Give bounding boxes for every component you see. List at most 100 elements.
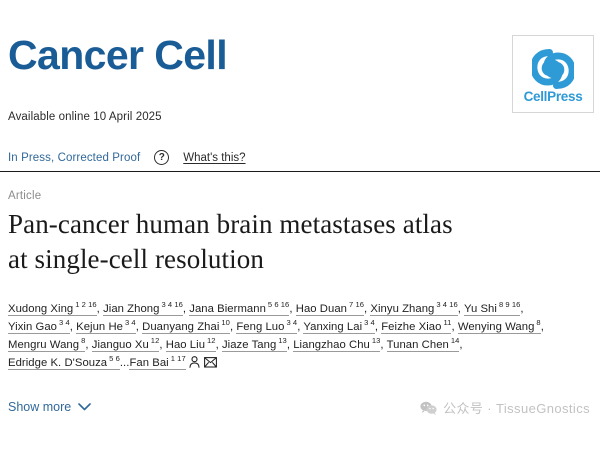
- author-separator: ,: [380, 339, 387, 351]
- available-online-date: Available online 10 April 2025: [8, 111, 162, 123]
- author-separator: ,: [520, 303, 524, 315]
- author-affiliation-refs: 11: [443, 318, 452, 328]
- cellpress-wordmark: CellPress: [523, 88, 583, 104]
- author-separator: ,: [182, 303, 190, 315]
- author-affiliation-refs: 10: [221, 318, 230, 328]
- author-link[interactable]: Duanyang Zhai 10: [142, 318, 230, 334]
- author-link[interactable]: Hao Liu 12: [165, 336, 216, 352]
- whats-this-link[interactable]: What's this?: [183, 151, 246, 164]
- author-name: Liangzhao Chu: [293, 339, 370, 351]
- author-affiliation-refs: 14: [450, 336, 460, 346]
- cellpress-logo[interactable]: CellPress: [512, 35, 594, 113]
- author-link[interactable]: Jiaze Tang 13: [221, 336, 287, 352]
- publication-status-row: In Press, Corrected Proof ? What's this?: [8, 150, 246, 165]
- author-affiliation-refs: 12: [150, 336, 160, 346]
- author-affiliation-refs: 12: [207, 336, 216, 346]
- watermark: 公众号 · TissueGnostics: [420, 398, 590, 417]
- question-mark-icon[interactable]: ?: [154, 150, 170, 165]
- author-name: Yu Shi: [463, 303, 497, 315]
- author-name: Duanyang Zhai: [142, 321, 220, 333]
- author-link[interactable]: Tunan Chen 14: [386, 336, 460, 352]
- show-more-label: Show more: [8, 400, 72, 414]
- author-list: Xudong Xing 1 2 16, Jian Zhong 3 4 16, Jan…: [8, 300, 588, 372]
- author-name: Feng Luo: [236, 321, 285, 333]
- cellpress-infinity-logo-icon: [532, 48, 574, 89]
- author-link[interactable]: Mengru Wang 8: [8, 336, 86, 352]
- author-affiliation-refs: 3 4: [125, 318, 136, 328]
- author-separator: ,: [457, 303, 464, 315]
- author-separator: ,: [159, 339, 166, 351]
- corresponding-author-link[interactable]: Fan Bai 1 17: [129, 354, 186, 370]
- author-separator: ,: [374, 321, 382, 333]
- author-name: Jianguo Xu: [91, 339, 149, 351]
- author-name: Hao Liu: [165, 339, 206, 351]
- author-separator: ,: [85, 339, 92, 351]
- author-affiliation-refs: 8: [536, 318, 541, 328]
- author-separator: ,: [286, 339, 294, 351]
- author-name: Jana Biermann: [189, 303, 266, 315]
- author-affiliation-refs: 3 4 16: [436, 300, 458, 310]
- author-affiliation-refs: 8: [81, 336, 86, 346]
- author-name: Yixin Gao: [8, 321, 58, 333]
- author-name: Xinyu Zhang: [370, 303, 435, 315]
- author-link[interactable]: Jian Zhong 3 4 16: [103, 300, 183, 316]
- author-name: Kejun He: [76, 321, 123, 333]
- author-link[interactable]: Feizhe Xiao 11: [381, 318, 452, 334]
- author-name: Jiaze Tang: [221, 339, 277, 351]
- author-link[interactable]: Jana Biermann 5 6 16: [189, 300, 290, 316]
- author-link[interactable]: Yixin Gao 3 4: [8, 318, 70, 334]
- watermark-text: 公众号 · TissueGnostics: [443, 401, 590, 416]
- author-name: Feizhe Xiao: [381, 321, 442, 333]
- author-link[interactable]: Wenying Wang 8: [457, 318, 541, 334]
- author-name: Yanxing Lai: [303, 321, 363, 333]
- author-separator: ,: [364, 303, 371, 315]
- author-link[interactable]: Jianguo Xu 12: [91, 336, 160, 352]
- author-separator: ,: [459, 339, 463, 351]
- author-affiliation-refs: 7 16: [349, 300, 364, 310]
- journal-header: Cancer Cell CellPress: [8, 32, 594, 122]
- envelope-icon[interactable]: [203, 356, 217, 368]
- article-type-label: Article: [8, 190, 42, 202]
- author-separator: ,: [297, 321, 304, 333]
- author-affiliation-refs: 13: [371, 336, 381, 346]
- author-name: Jian Zhong: [103, 303, 160, 315]
- author-affiliation-refs: 1 17: [170, 354, 186, 364]
- author-link[interactable]: Yanxing Lai 3 4: [303, 318, 375, 334]
- author-name: Xudong Xing: [8, 303, 74, 315]
- author-affiliation-refs: 13: [278, 336, 287, 346]
- author-affiliation-refs: 3 4: [59, 318, 70, 328]
- author-name: Fan Bai: [129, 357, 169, 369]
- show-more-button[interactable]: Show more: [8, 400, 92, 414]
- header-divider: [0, 171, 600, 172]
- author-affiliation-refs: 5 6 16: [267, 300, 290, 310]
- author-link[interactable]: Xudong Xing 1 2 16: [8, 301, 97, 316]
- author-separator: ,: [215, 339, 222, 351]
- author-affiliation-refs: 3 4: [364, 318, 375, 328]
- chevron-down-icon: [78, 403, 92, 411]
- author-link[interactable]: Kejun He 3 4: [76, 318, 136, 334]
- author-name: Tunan Chen: [386, 339, 449, 351]
- author-link[interactable]: Feng Luo 3 4: [236, 318, 298, 334]
- author-separator: ,: [96, 303, 104, 315]
- author-list-truncation: ...: [119, 357, 130, 369]
- author-separator: ,: [229, 321, 237, 333]
- author-affiliation-refs: 5 6: [109, 354, 120, 364]
- author-affiliation-refs: 8 9 16: [498, 300, 521, 310]
- author-name: Wenying Wang: [457, 321, 535, 333]
- author-separator: ,: [135, 321, 143, 333]
- author-affiliation-refs: 3 4 16: [161, 300, 183, 310]
- corresponding-author-icons: [189, 356, 217, 368]
- author-link[interactable]: Liangzhao Chu 13: [293, 336, 381, 352]
- journal-title[interactable]: Cancer Cell: [8, 32, 228, 78]
- author-link[interactable]: Yu Shi 8 9 16: [463, 300, 521, 316]
- author-person-icon[interactable]: [189, 356, 200, 368]
- wechat-icon: [420, 401, 437, 415]
- author-link[interactable]: Edridge K. D'Souza 5 6: [8, 354, 120, 370]
- author-separator: ,: [289, 303, 296, 315]
- author-name: Edridge K. D'Souza: [8, 357, 108, 369]
- author-link[interactable]: Hao Duan 7 16: [295, 300, 364, 316]
- author-separator: ,: [451, 321, 458, 333]
- author-link[interactable]: Xinyu Zhang 3 4 16: [370, 300, 458, 316]
- author-affiliation-refs: 3 4: [286, 318, 298, 328]
